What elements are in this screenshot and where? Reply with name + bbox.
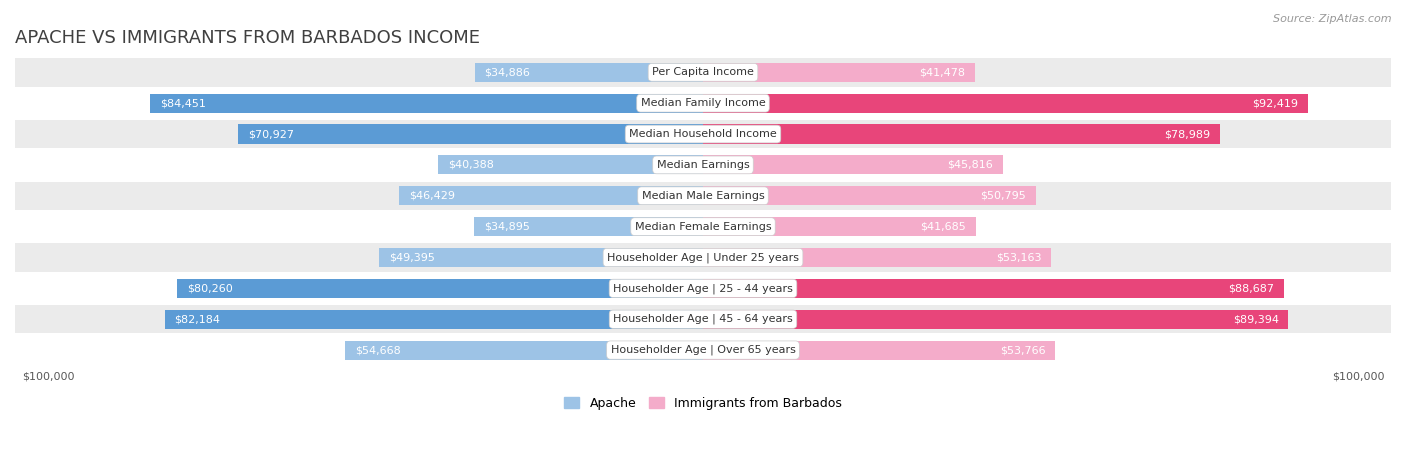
Text: $80,260: $80,260 bbox=[187, 283, 233, 293]
Text: Source: ZipAtlas.com: Source: ZipAtlas.com bbox=[1274, 14, 1392, 24]
Bar bbox=[703, 93, 1309, 113]
Text: APACHE VS IMMIGRANTS FROM BARBADOS INCOME: APACHE VS IMMIGRANTS FROM BARBADOS INCOM… bbox=[15, 29, 481, 47]
Text: $78,989: $78,989 bbox=[1164, 129, 1211, 139]
Bar bbox=[15, 89, 1391, 117]
Bar bbox=[15, 305, 1391, 333]
Text: $70,927: $70,927 bbox=[249, 129, 294, 139]
Text: $49,395: $49,395 bbox=[389, 253, 436, 262]
Text: $84,451: $84,451 bbox=[160, 98, 205, 108]
Bar bbox=[703, 63, 974, 82]
Bar bbox=[703, 248, 1052, 267]
Bar bbox=[239, 125, 703, 144]
Text: $41,685: $41,685 bbox=[921, 222, 966, 232]
Text: $41,478: $41,478 bbox=[920, 67, 965, 78]
Bar bbox=[439, 156, 703, 175]
Text: $34,886: $34,886 bbox=[484, 67, 530, 78]
Text: $50,795: $50,795 bbox=[980, 191, 1026, 201]
Bar bbox=[703, 279, 1284, 298]
Text: $82,184: $82,184 bbox=[174, 314, 221, 324]
Text: $34,895: $34,895 bbox=[484, 222, 530, 232]
Bar bbox=[15, 336, 1391, 364]
Bar bbox=[474, 63, 703, 82]
Bar bbox=[150, 93, 703, 113]
Text: $88,687: $88,687 bbox=[1227, 283, 1274, 293]
Bar bbox=[177, 279, 703, 298]
Text: Householder Age | Over 65 years: Householder Age | Over 65 years bbox=[610, 345, 796, 355]
Text: $54,668: $54,668 bbox=[354, 345, 401, 355]
Text: Median Household Income: Median Household Income bbox=[628, 129, 778, 139]
Bar bbox=[703, 217, 976, 236]
Bar bbox=[15, 212, 1391, 241]
Text: Median Female Earnings: Median Female Earnings bbox=[634, 222, 772, 232]
Bar bbox=[15, 274, 1391, 303]
Text: $53,163: $53,163 bbox=[995, 253, 1042, 262]
Bar bbox=[703, 186, 1036, 205]
Bar bbox=[344, 340, 703, 360]
Bar bbox=[703, 310, 1288, 329]
Bar bbox=[399, 186, 703, 205]
Text: $92,419: $92,419 bbox=[1253, 98, 1299, 108]
Bar bbox=[15, 182, 1391, 210]
Text: Householder Age | 45 - 64 years: Householder Age | 45 - 64 years bbox=[613, 314, 793, 325]
Text: $89,394: $89,394 bbox=[1233, 314, 1278, 324]
Text: $40,388: $40,388 bbox=[449, 160, 494, 170]
Text: $46,429: $46,429 bbox=[409, 191, 454, 201]
Bar bbox=[15, 151, 1391, 179]
Bar bbox=[703, 340, 1054, 360]
Bar bbox=[474, 217, 703, 236]
Text: Median Male Earnings: Median Male Earnings bbox=[641, 191, 765, 201]
Bar bbox=[15, 243, 1391, 272]
Text: $45,816: $45,816 bbox=[948, 160, 993, 170]
Legend: Apache, Immigrants from Barbados: Apache, Immigrants from Barbados bbox=[560, 392, 846, 415]
Bar bbox=[380, 248, 703, 267]
Text: Householder Age | 25 - 44 years: Householder Age | 25 - 44 years bbox=[613, 283, 793, 294]
Bar bbox=[703, 156, 1002, 175]
Text: Median Family Income: Median Family Income bbox=[641, 98, 765, 108]
Bar bbox=[15, 58, 1391, 86]
Text: Per Capita Income: Per Capita Income bbox=[652, 67, 754, 78]
Text: $53,766: $53,766 bbox=[1000, 345, 1045, 355]
Bar bbox=[165, 310, 703, 329]
Text: Median Earnings: Median Earnings bbox=[657, 160, 749, 170]
Text: Householder Age | Under 25 years: Householder Age | Under 25 years bbox=[607, 252, 799, 263]
Bar bbox=[15, 120, 1391, 148]
Bar bbox=[703, 125, 1220, 144]
